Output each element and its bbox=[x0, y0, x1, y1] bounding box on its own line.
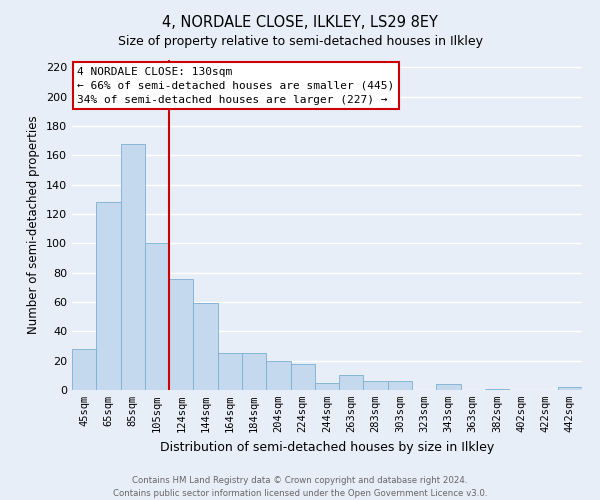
Bar bbox=[290, 364, 315, 390]
Bar bbox=[266, 360, 290, 390]
Bar bbox=[242, 354, 266, 390]
Bar bbox=[145, 244, 169, 390]
Bar bbox=[169, 278, 193, 390]
Y-axis label: Number of semi-detached properties: Number of semi-detached properties bbox=[28, 116, 40, 334]
Bar bbox=[558, 387, 582, 390]
Bar bbox=[388, 381, 412, 390]
Bar bbox=[121, 144, 145, 390]
Bar bbox=[96, 202, 121, 390]
Bar bbox=[315, 382, 339, 390]
Bar bbox=[339, 376, 364, 390]
Text: 4, NORDALE CLOSE, ILKLEY, LS29 8EY: 4, NORDALE CLOSE, ILKLEY, LS29 8EY bbox=[162, 15, 438, 30]
Text: Size of property relative to semi-detached houses in Ilkley: Size of property relative to semi-detach… bbox=[118, 35, 482, 48]
Bar bbox=[485, 388, 509, 390]
X-axis label: Distribution of semi-detached houses by size in Ilkley: Distribution of semi-detached houses by … bbox=[160, 440, 494, 454]
Bar bbox=[193, 304, 218, 390]
Bar bbox=[218, 354, 242, 390]
Bar bbox=[72, 349, 96, 390]
Bar bbox=[364, 381, 388, 390]
Text: Contains HM Land Registry data © Crown copyright and database right 2024.
Contai: Contains HM Land Registry data © Crown c… bbox=[113, 476, 487, 498]
Bar bbox=[436, 384, 461, 390]
Text: 4 NORDALE CLOSE: 130sqm
← 66% of semi-detached houses are smaller (445)
34% of s: 4 NORDALE CLOSE: 130sqm ← 66% of semi-de… bbox=[77, 66, 394, 104]
